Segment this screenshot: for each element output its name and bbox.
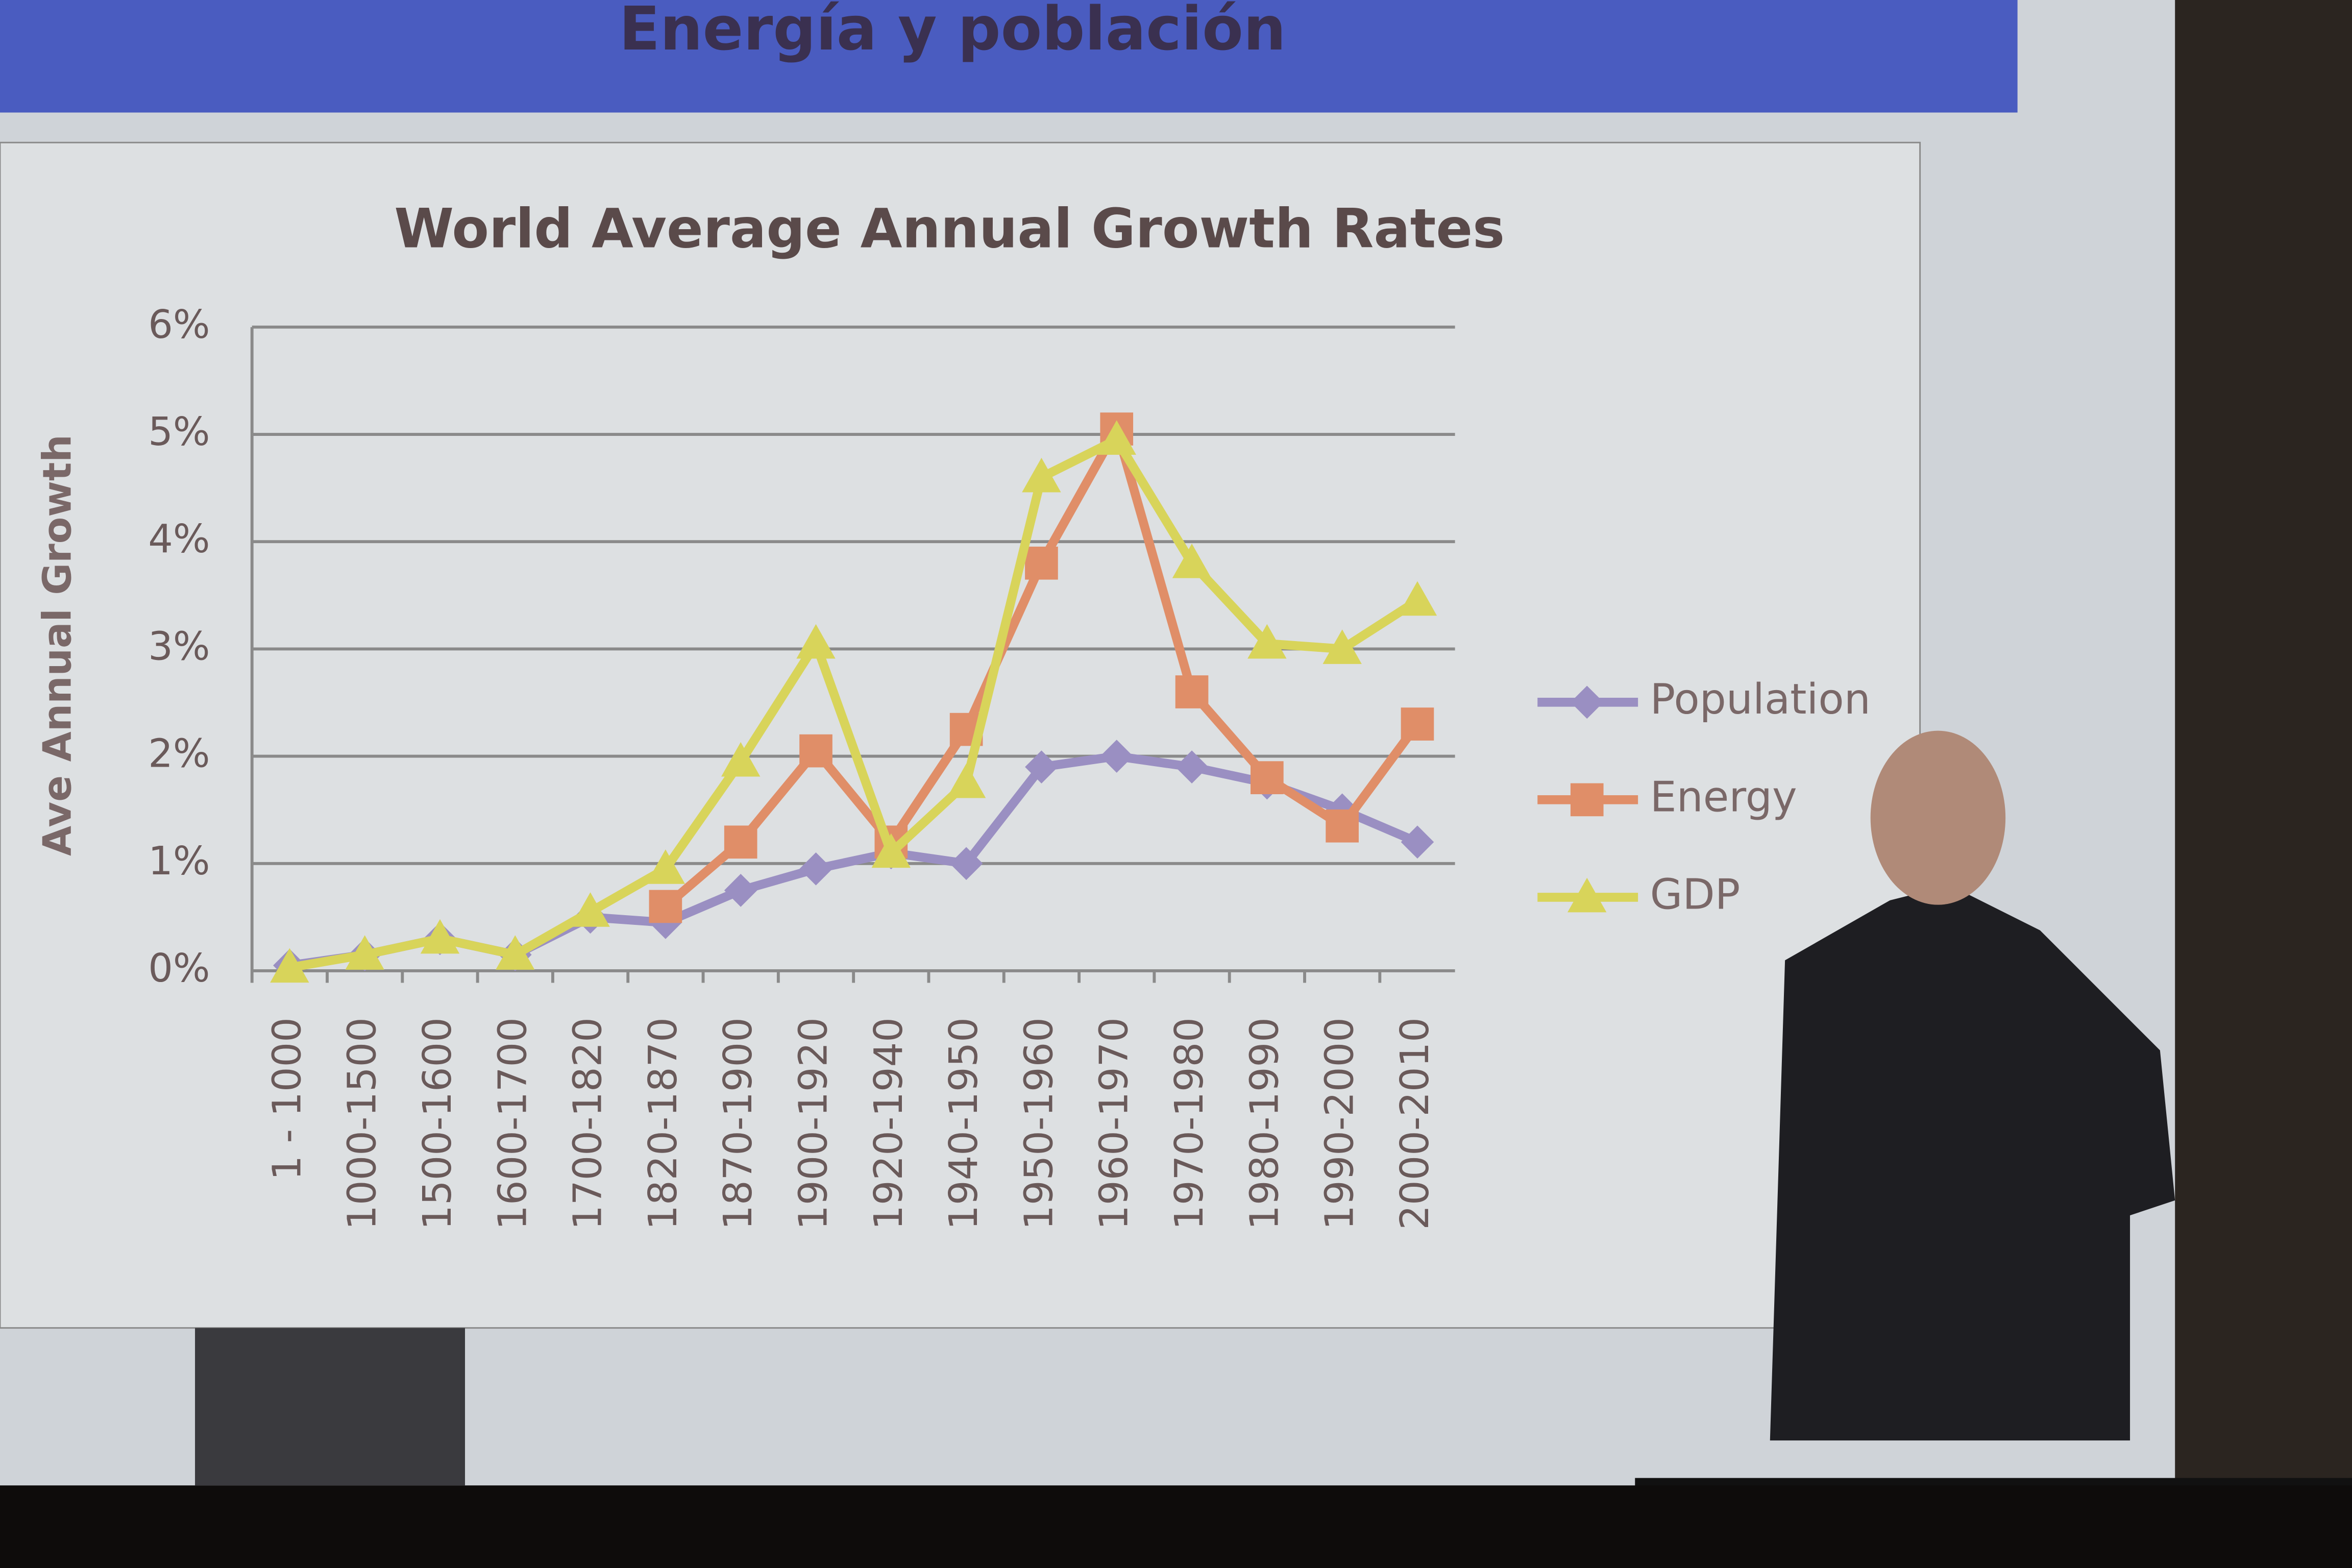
y-tick-label: 1% [148,839,210,884]
slide-header [0,0,2018,113]
data-point [496,935,535,970]
legend-label: GDP [1650,870,1741,919]
y-tick-label: 4% [148,517,210,562]
data-point [1322,629,1362,664]
data-point [721,742,761,777]
data-point [420,919,460,954]
slide-title: Energía y población [619,0,1286,64]
legend-marker [1570,685,1604,719]
x-tick-label: 1960-1970 [1092,1017,1137,1230]
x-tick-label: 1980-1990 [1242,1017,1287,1230]
data-point [724,825,757,859]
chart-title: World Average Annual Growth Rates [394,197,1505,260]
data-point [1247,624,1287,659]
desk [0,1485,2352,1568]
data-point [1326,809,1359,843]
legend-marker [1567,877,1607,913]
data-point [1175,750,1209,783]
y-tick-label: 5% [148,409,210,455]
x-tick-label: 1500-1600 [415,1017,460,1230]
data-point [796,624,836,659]
data-point [949,847,983,880]
series-line [288,435,1420,972]
x-tick-label: 1970-1980 [1167,1017,1212,1230]
legend-marker [1570,783,1604,817]
data-point [946,763,986,798]
legend-label: Population [1650,675,1871,724]
data-point [1025,750,1058,783]
data-point [270,948,309,983]
legend-label: Energy [1650,773,1797,821]
data-point [1025,546,1058,580]
x-tick-label: 1900-1920 [791,1017,837,1230]
x-tick-label: 1000-1500 [340,1017,385,1230]
data-point [1100,740,1134,773]
x-tick-label: 1600-1700 [490,1017,535,1230]
speaker [1770,885,2175,1441]
x-tick-label: 1990-2000 [1317,1017,1363,1230]
y-tick-label: 2% [148,731,210,777]
x-tick-label: 1950-1960 [1016,1017,1062,1230]
data-point [1172,544,1212,578]
x-tick-label: 1920-1940 [866,1017,912,1230]
data-point [1097,420,1136,455]
y-tick-label: 0% [148,946,210,991]
laptop [195,1328,465,1486]
speaker-head [1870,730,2006,905]
x-tick-label: 1940-1950 [941,1017,987,1230]
y-axis-label: Ave Annual Growth [35,434,81,856]
data-point [1401,825,1434,859]
data-point [1401,707,1434,741]
x-tick-label: 1700-1820 [566,1017,611,1230]
data-point [1175,675,1209,708]
data-point [1251,761,1284,794]
x-tick-label: 1 - 1000 [264,1017,310,1180]
chart-frame [0,141,1921,1329]
data-point [1398,581,1437,616]
data-point [345,935,384,970]
data-point [871,833,911,868]
data-point [646,849,685,884]
x-tick-label: 1870-1900 [716,1017,761,1230]
plot: 0% 1% 2% 3% 4% 5% 6% 1 - 1000 1000-1500 1500-1600… [148,302,1871,1230]
data-point [649,890,682,923]
data-point [571,892,610,927]
x-tick-label: 1820-1870 [641,1017,686,1230]
data-point [799,734,832,768]
x-tick-label: 2000-2010 [1392,1017,1438,1230]
y-tick-label: 3% [148,624,210,669]
y-tick-label: 6% [148,302,210,348]
data-point [1022,457,1061,493]
